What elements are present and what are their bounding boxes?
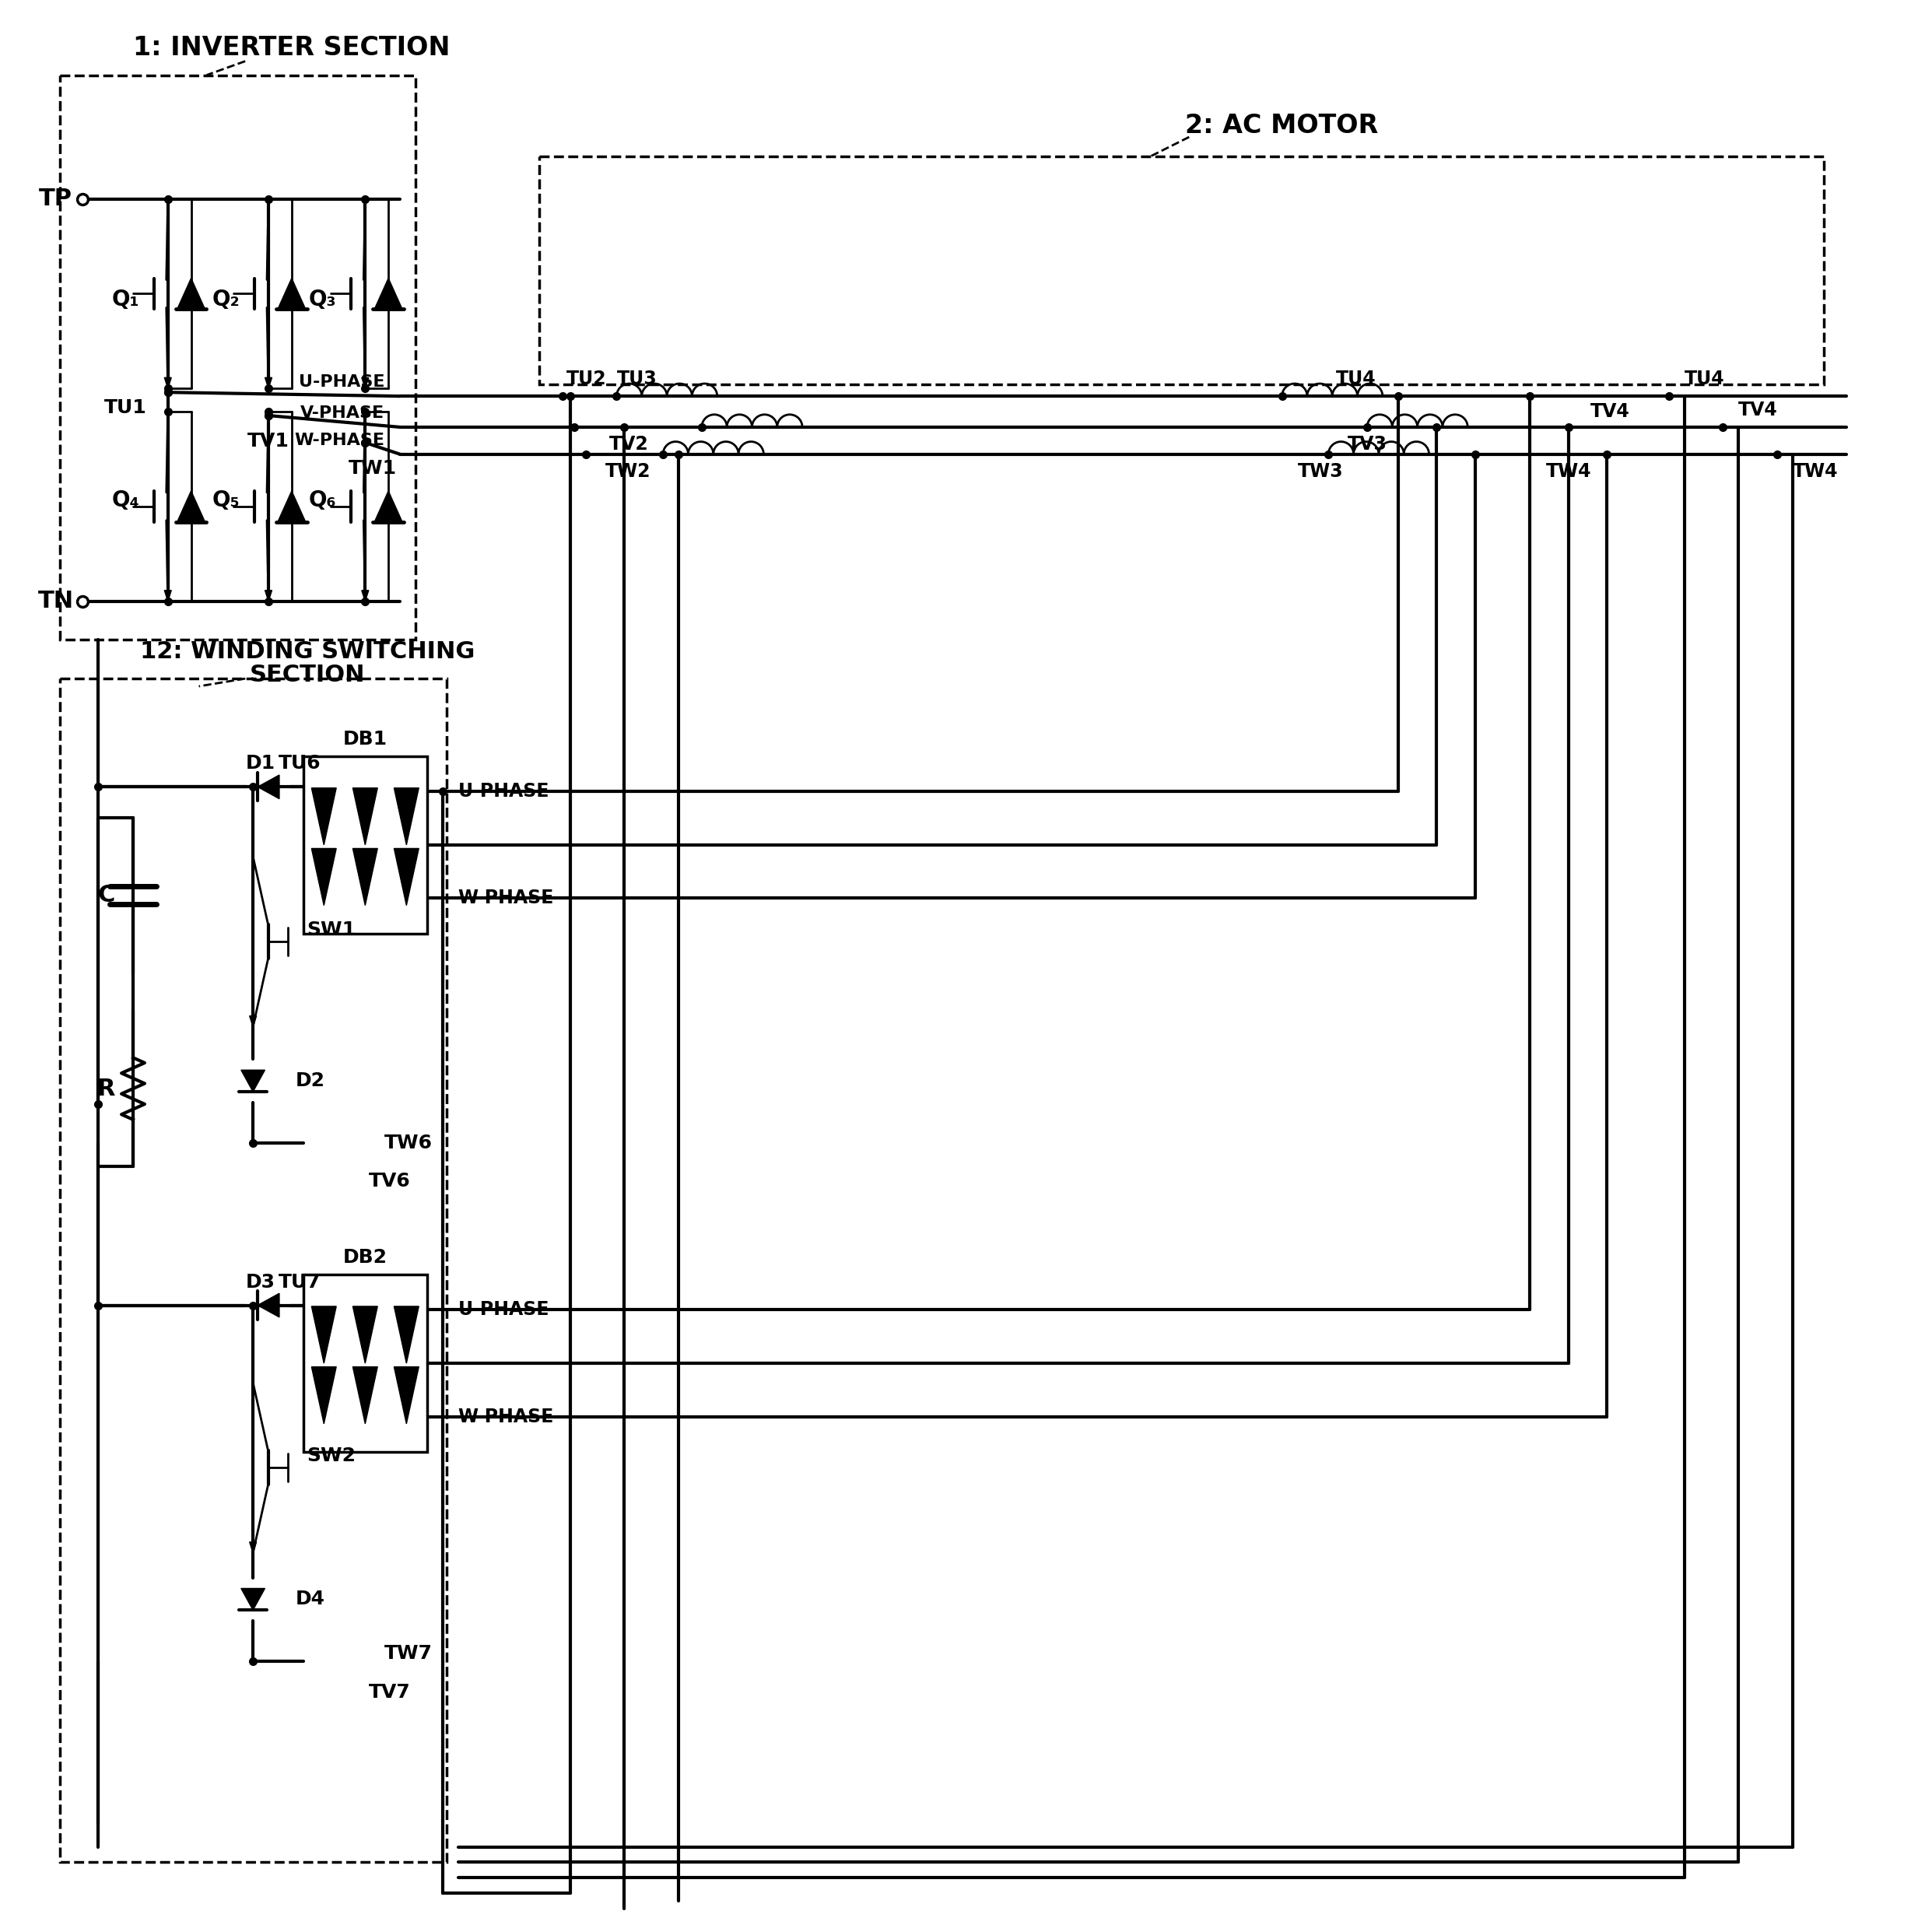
Text: V-PHASE: V-PHASE <box>300 406 384 421</box>
Polygon shape <box>375 491 403 522</box>
Polygon shape <box>394 1306 419 1364</box>
Polygon shape <box>178 491 204 522</box>
Text: TV4: TV4 <box>1739 400 1777 419</box>
Text: U-PHASE: U-PHASE <box>459 1300 550 1320</box>
Text: Q₅: Q₅ <box>212 489 239 512</box>
Text: Q₃: Q₃ <box>310 288 336 311</box>
Text: TW4: TW4 <box>1793 462 1838 481</box>
Text: TU2: TU2 <box>566 369 606 388</box>
Polygon shape <box>354 848 378 906</box>
Text: TU1: TU1 <box>103 398 147 417</box>
Polygon shape <box>164 377 172 388</box>
Polygon shape <box>258 775 279 798</box>
Text: TW2: TW2 <box>606 462 650 481</box>
Polygon shape <box>311 1366 336 1424</box>
Polygon shape <box>361 591 369 601</box>
Polygon shape <box>311 848 336 906</box>
Text: R: R <box>97 1078 115 1099</box>
Text: SW1: SW1 <box>308 922 355 939</box>
Bar <box>304 755 426 933</box>
Polygon shape <box>354 1306 378 1364</box>
Polygon shape <box>394 788 419 844</box>
Polygon shape <box>266 377 271 388</box>
Polygon shape <box>375 278 403 309</box>
Text: W-PHASE: W-PHASE <box>459 1406 554 1426</box>
Text: U-PHASE: U-PHASE <box>459 782 550 802</box>
Text: TW4: TW4 <box>1546 462 1592 481</box>
Text: D2: D2 <box>296 1072 325 1090</box>
Text: Q₄: Q₄ <box>111 489 140 512</box>
Polygon shape <box>277 278 306 309</box>
Text: DB2: DB2 <box>342 1248 388 1267</box>
Text: TW6: TW6 <box>384 1134 432 1151</box>
Text: D4: D4 <box>296 1590 325 1609</box>
Polygon shape <box>354 788 378 844</box>
Polygon shape <box>164 591 172 601</box>
Text: TU7: TU7 <box>279 1273 321 1291</box>
Polygon shape <box>250 1542 256 1553</box>
Polygon shape <box>394 848 419 906</box>
Polygon shape <box>394 1366 419 1424</box>
Text: SW2: SW2 <box>308 1447 355 1466</box>
Bar <box>539 156 1823 384</box>
Text: U-PHASE: U-PHASE <box>298 375 384 390</box>
Text: TW1: TW1 <box>348 458 397 477</box>
Text: TU6: TU6 <box>279 753 321 773</box>
Bar <box>304 1275 426 1453</box>
Text: TW7: TW7 <box>384 1644 432 1663</box>
Polygon shape <box>266 591 271 601</box>
Bar <box>59 75 415 639</box>
Text: D1: D1 <box>247 753 275 773</box>
Polygon shape <box>311 788 336 844</box>
Text: 2: AC MOTOR: 2: AC MOTOR <box>1185 112 1378 139</box>
Text: D3: D3 <box>247 1273 275 1291</box>
Polygon shape <box>277 491 306 522</box>
Text: TV7: TV7 <box>369 1683 411 1702</box>
Text: TU4: TU4 <box>1336 369 1376 388</box>
Polygon shape <box>178 278 204 309</box>
Text: TU3: TU3 <box>617 369 657 388</box>
Polygon shape <box>354 1366 378 1424</box>
Text: W-PHASE: W-PHASE <box>294 433 384 448</box>
Text: TN: TN <box>38 589 75 612</box>
Text: 12: WINDING SWITCHING: 12: WINDING SWITCHING <box>140 639 474 663</box>
Text: TV2: TV2 <box>610 435 648 454</box>
Polygon shape <box>241 1070 266 1092</box>
Text: TW3: TW3 <box>1298 462 1343 481</box>
Polygon shape <box>250 1016 256 1026</box>
Bar <box>59 678 447 1862</box>
Text: Q₁: Q₁ <box>111 288 140 311</box>
Text: DB1: DB1 <box>342 730 388 748</box>
Text: TP: TP <box>38 187 73 211</box>
Text: C: C <box>97 885 115 906</box>
Text: TV3: TV3 <box>1347 435 1387 454</box>
Text: TV6: TV6 <box>369 1173 411 1190</box>
Text: SECTION: SECTION <box>248 663 365 686</box>
Text: Q₂: Q₂ <box>212 288 239 311</box>
Text: TV4: TV4 <box>1590 402 1630 421</box>
Polygon shape <box>311 1306 336 1364</box>
Text: W-PHASE: W-PHASE <box>459 889 554 908</box>
Polygon shape <box>258 1293 279 1318</box>
Text: TU4: TU4 <box>1684 369 1724 388</box>
Text: 1: INVERTER SECTION: 1: INVERTER SECTION <box>134 35 451 60</box>
Text: Q₆: Q₆ <box>310 489 336 512</box>
Polygon shape <box>241 1588 266 1609</box>
Text: TV1: TV1 <box>248 431 289 450</box>
Polygon shape <box>361 377 369 388</box>
